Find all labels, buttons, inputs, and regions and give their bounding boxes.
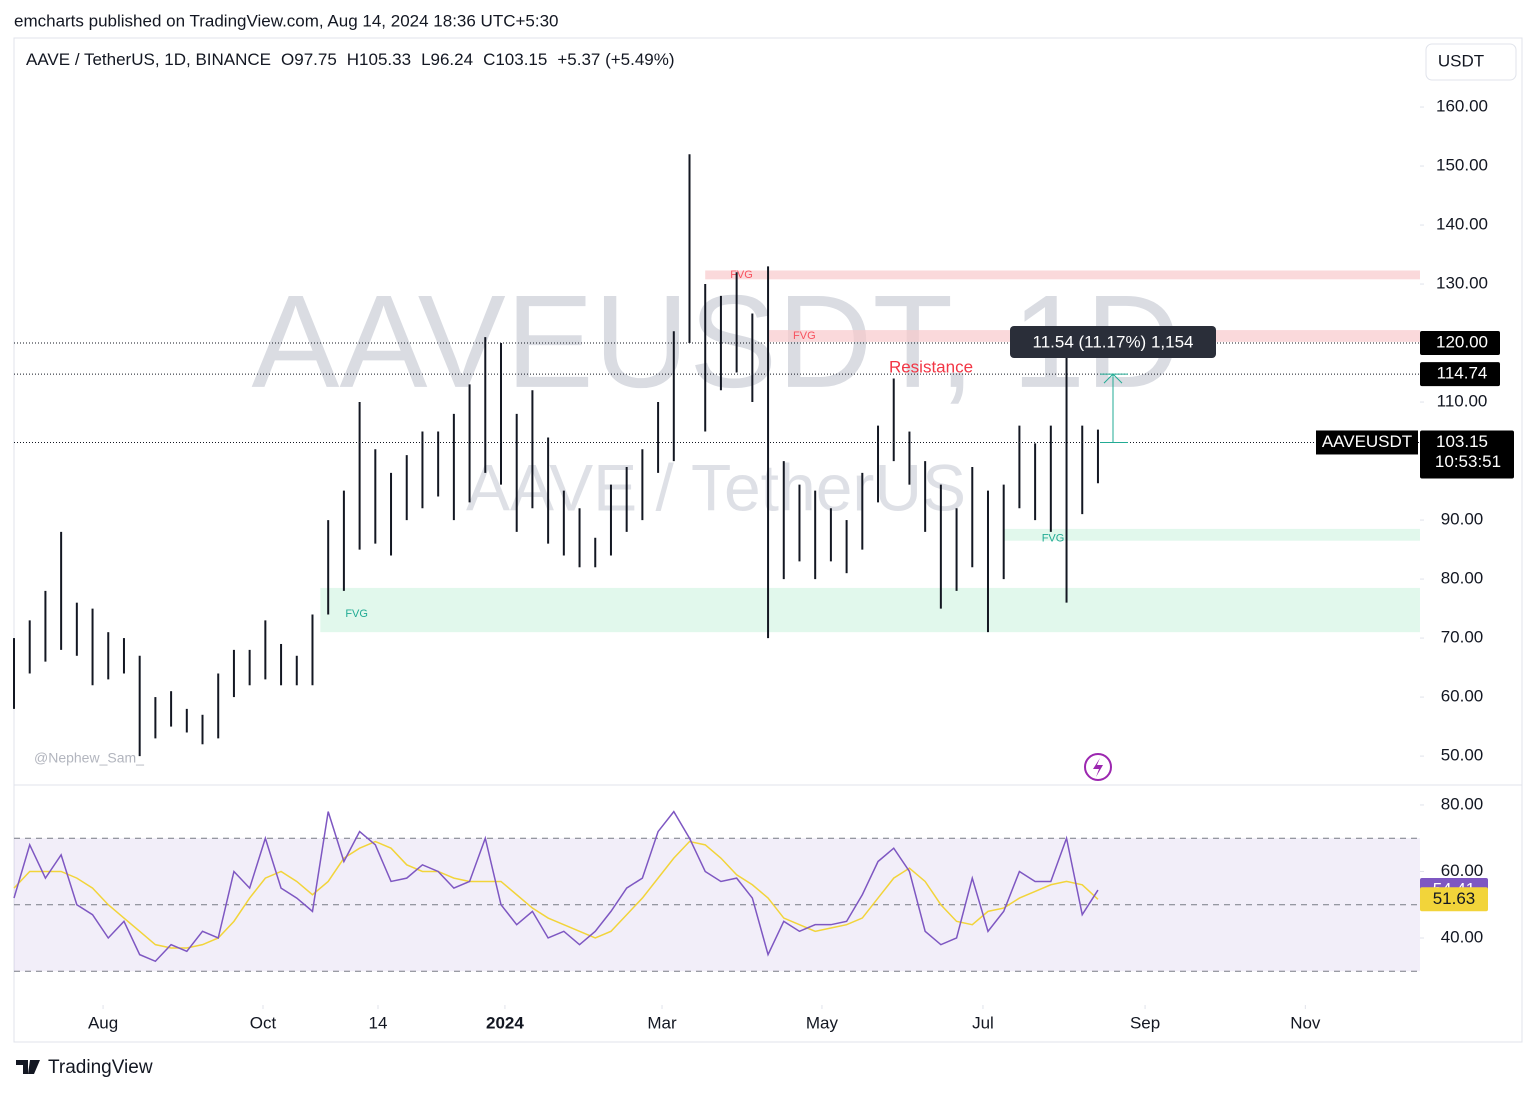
price-tag: [1420, 430, 1514, 479]
y-tick-label: 140.00: [1436, 215, 1488, 234]
fvg-label: FVG: [793, 330, 816, 342]
rsi-ma-tag: [1420, 887, 1488, 912]
brand: TradingView: [48, 1057, 153, 1078]
fvg-label: FVG: [730, 269, 753, 281]
y-tick-label: 50.00: [1441, 746, 1484, 765]
x-tick-label: May: [806, 1013, 839, 1032]
author: @Nephew_Sam_: [34, 750, 144, 766]
price-tag-label: 114.74: [1437, 364, 1488, 383]
x-tick-label: Nov: [1290, 1013, 1321, 1032]
countdown: 10:53:51: [1435, 452, 1501, 471]
x-tick-label: Mar: [647, 1013, 677, 1032]
fvg-zone: [1003, 528, 1420, 541]
resistance-label: Resistance: [889, 357, 973, 376]
brand-logo: [16, 1060, 40, 1074]
currency-button[interactable]: [1425, 43, 1517, 81]
y-tick-label: 70.00: [1441, 628, 1484, 647]
x-tick-label: Aug: [88, 1013, 118, 1032]
price-tag-label: 120.00: [1436, 333, 1488, 352]
y-tick-label: 60.00: [1441, 687, 1484, 706]
y-tick-label: 160.00: [1436, 97, 1488, 116]
rsi-tick-label: 80.00: [1441, 794, 1484, 813]
lightning-bolt: [1093, 758, 1103, 777]
ticker-tag: [1316, 430, 1418, 455]
measure-box: [1010, 326, 1216, 358]
rsi-tick-label: 60.00: [1441, 861, 1484, 880]
y-tick-label: 90.00: [1441, 510, 1484, 529]
rsi-ma-line: [13, 840, 1099, 949]
price-tag-label: 103.15: [1436, 432, 1488, 451]
x-tick-label: Oct: [250, 1013, 277, 1032]
rsi-tick-label: 40.00: [1441, 927, 1484, 946]
y-tick-label: 110.00: [1437, 392, 1488, 411]
price-tag: [1420, 362, 1500, 387]
currency[interactable]: USDT: [1438, 51, 1484, 70]
publisher: emcharts published on TradingView.com, A…: [14, 11, 559, 30]
y-tick-label: 150.00: [1436, 156, 1488, 175]
fvg-label: FVG: [1042, 533, 1065, 545]
fvg-zone: [705, 270, 1420, 280]
lightning-icon[interactable]: [1084, 753, 1112, 781]
x-tick-label: 2024: [486, 1013, 524, 1032]
rsi-ma-tag-label: 51.63: [1433, 889, 1476, 908]
x-tick-label: 14: [369, 1013, 388, 1032]
price-tag: [1420, 331, 1500, 356]
frame: [13, 37, 1523, 1043]
fvg-label: FVG: [345, 608, 368, 620]
watermark-sub: AAVE / TetherUS: [466, 450, 966, 524]
x-tick-label: Sep: [1130, 1013, 1160, 1032]
y-tick-label: 80.00: [1441, 569, 1484, 588]
fvg-zone: [320, 587, 1420, 633]
symbol: AAVE / TetherUS, 1D, BINANCE O97.75 H105.3…: [26, 50, 675, 69]
rsi-line: [13, 810, 1099, 963]
y-tick-label: 130.00: [1436, 274, 1488, 293]
measure-label: 11.54 (11.17%) 1,154: [1033, 332, 1194, 351]
ticker-label: AAVEUSDT: [1322, 432, 1412, 451]
x-tick-label: Jul: [972, 1013, 994, 1032]
